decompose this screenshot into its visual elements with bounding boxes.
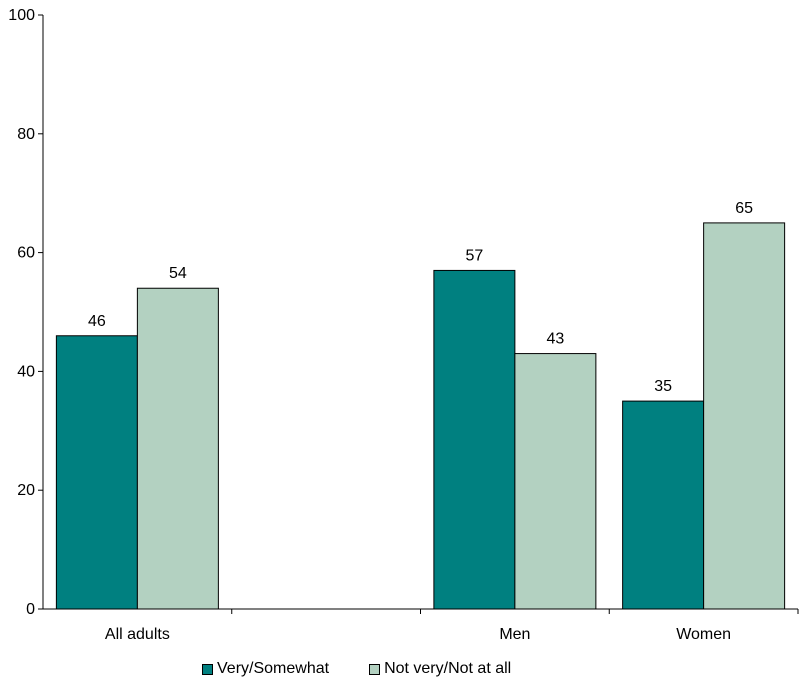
x-category-label: All adults <box>105 626 170 643</box>
legend-label-very-somewhat: Very/Somewhat <box>217 660 330 677</box>
legend-swatch-very-somewhat <box>202 663 213 675</box>
bar <box>433 269 516 610</box>
data-label: 54 <box>169 265 187 282</box>
y-tick-label: 60 <box>17 245 35 262</box>
y-tick-label: 100 <box>8 7 35 24</box>
legend-item-not-very: Not very/Not at all <box>369 660 511 678</box>
y-tick-label: 0 <box>26 601 35 618</box>
y-tick-label: 20 <box>17 482 35 499</box>
bar <box>514 353 597 610</box>
y-tick-label: 80 <box>17 126 35 143</box>
bar <box>703 222 786 610</box>
bar <box>55 335 138 610</box>
legend-item-very-somewhat: Very/Somewhat <box>202 660 329 678</box>
y-tick-label: 40 <box>17 363 35 380</box>
bar <box>622 400 705 610</box>
data-label: 43 <box>546 331 564 348</box>
data-label: 46 <box>88 313 106 330</box>
bar <box>136 287 219 610</box>
x-category-label: Women <box>676 626 731 643</box>
legend-swatch-not-very <box>369 663 381 675</box>
x-category-label: Men <box>499 626 530 643</box>
data-label: 57 <box>465 247 483 264</box>
legend-label-not-very: Not very/Not at all <box>384 660 512 677</box>
data-label: 35 <box>654 378 672 395</box>
data-label: 65 <box>735 200 753 217</box>
legend: Very/Somewhat Not very/Not at all <box>202 660 551 678</box>
